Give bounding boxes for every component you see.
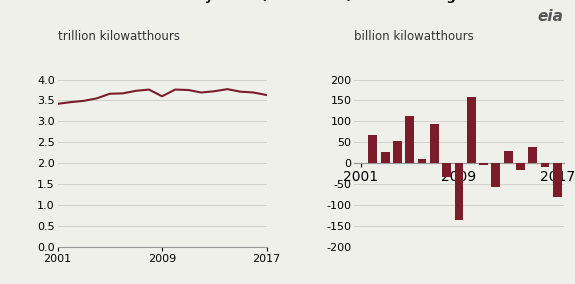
Bar xyxy=(553,163,562,197)
Bar xyxy=(492,163,500,187)
Bar xyxy=(405,116,414,163)
Text: Annual change: Annual change xyxy=(354,0,465,3)
Bar xyxy=(516,163,525,170)
Text: eia: eia xyxy=(538,9,564,24)
Bar xyxy=(504,151,512,163)
Text: U.S. retail electricity sales (2001-2017): U.S. retail electricity sales (2001-2017… xyxy=(58,0,352,3)
Bar xyxy=(417,159,427,163)
Bar xyxy=(479,163,488,165)
Bar xyxy=(540,163,550,168)
Bar xyxy=(528,147,537,163)
Bar xyxy=(369,135,377,163)
Bar xyxy=(467,97,476,163)
Bar xyxy=(393,141,402,163)
Bar xyxy=(442,163,451,177)
Bar xyxy=(430,124,439,163)
Text: trillion kilowatthours: trillion kilowatthours xyxy=(58,30,179,43)
Bar xyxy=(381,152,390,163)
Text: billion kilowatthours: billion kilowatthours xyxy=(354,30,474,43)
Bar xyxy=(454,163,463,220)
